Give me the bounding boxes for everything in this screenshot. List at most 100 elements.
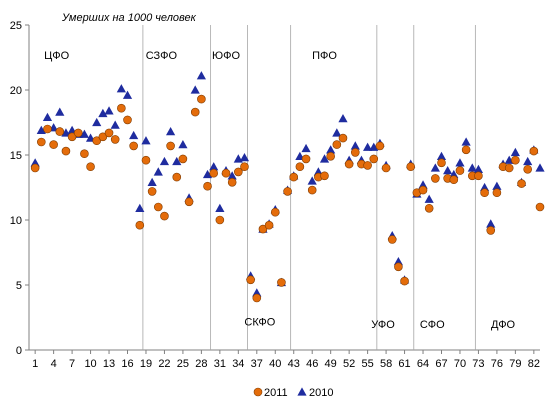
point-2011 [289,172,299,182]
point-2010 [436,151,447,160]
point-2010 [141,136,151,145]
region-separators [142,25,476,350]
point-2011 [486,226,496,235]
point-2011 [523,165,532,174]
x-tick-label: 22 [158,358,170,370]
x-tick-label: 7 [69,358,75,370]
point-2011 [240,162,249,171]
region-label: УФО [371,319,395,331]
point-2011 [492,188,502,197]
region-label: ЮФО [212,50,240,62]
point-2010 [135,203,145,212]
x-tick-label: 46 [306,358,318,370]
point-2011 [511,155,520,165]
point-2010 [473,164,484,173]
point-2011 [344,159,354,169]
point-2011 [529,146,539,156]
point-2010 [523,156,533,166]
point-2010 [239,153,250,162]
region-label: СЗФО [146,50,178,62]
point-2010 [196,71,206,80]
point-2011 [258,224,268,234]
point-2011 [252,293,262,303]
point-2011 [375,141,385,151]
point-2011 [61,146,71,156]
x-tick-label: 76 [491,358,503,370]
region-labels: ЦФО СЗФО ЮФО СКФО ПФО УФО СФО ДФО [44,50,515,331]
point-2011 [277,278,286,287]
point-2010 [350,141,360,150]
point-2011 [474,171,483,181]
point-2010 [369,142,379,151]
point-2011 [123,115,132,125]
point-2010 [129,130,139,140]
point-2010 [36,125,46,134]
point-2010 [92,117,102,127]
point-2010 [110,120,120,129]
x-tick-label: 19 [140,358,152,370]
point-2011 [264,220,274,230]
point-2011 [153,202,163,212]
x-tick-label: 34 [232,358,244,370]
point-2010 [467,163,477,172]
point-2010 [178,140,188,149]
x-tick-label: 37 [251,358,263,370]
point-2011 [55,127,65,136]
point-2011 [203,181,212,191]
legend-marker-2011 [253,387,263,397]
point-2010 [116,84,126,93]
point-2010 [147,177,157,186]
point-2011 [110,135,120,144]
legend-label-2011: 2011 [264,387,288,399]
point-2010 [326,145,336,154]
y-tick-label: 15 [10,150,22,162]
point-2010 [301,143,311,153]
point-2010 [461,137,471,146]
point-2011 [406,162,416,171]
point-2011 [172,172,182,182]
x-tick-label: 52 [343,358,355,370]
point-2010 [486,219,496,228]
region-label: СКФО [244,316,275,328]
point-2010 [455,158,465,167]
point-2011 [332,140,342,149]
region-label: ПФО [312,50,337,62]
point-2010 [227,171,237,180]
axes-group [28,25,540,351]
point-2011 [67,132,77,142]
x-tick-label: 40 [269,358,281,370]
y-tick-label: 10 [10,215,22,227]
x-tick-label: 43 [288,358,300,370]
point-2010 [42,112,53,121]
region-label: ДФО [491,319,516,331]
x-tick-label: 1 [32,358,38,370]
point-2011 [37,137,46,147]
x-tick-label: 16 [121,358,133,370]
point-2011 [86,162,95,171]
point-2011 [80,149,89,158]
point-2010 [166,127,176,136]
point-2011 [197,94,206,104]
point-2010 [430,163,440,172]
point-2010 [215,203,225,212]
point-2010 [159,156,170,166]
legend-label-2010: 2010 [309,387,333,399]
point-2011 [227,178,237,187]
point-2011 [141,155,151,165]
x-tick-label: 82 [528,358,540,370]
point-2011 [431,174,440,183]
point-2010 [338,114,348,123]
point-2011 [221,168,231,178]
point-2011 [98,132,108,142]
point-2011 [480,188,489,197]
y-axis-ticks: 0 5 10 15 20 25 [10,20,29,357]
point-2011 [351,148,360,157]
point-2010 [332,128,342,137]
point-2010 [190,85,200,94]
point-2011 [517,179,526,188]
x-tick-label: 67 [435,358,447,370]
point-2011 [49,140,58,149]
point-2011 [270,207,280,217]
point-2011 [92,136,102,145]
point-2010 [319,154,330,163]
